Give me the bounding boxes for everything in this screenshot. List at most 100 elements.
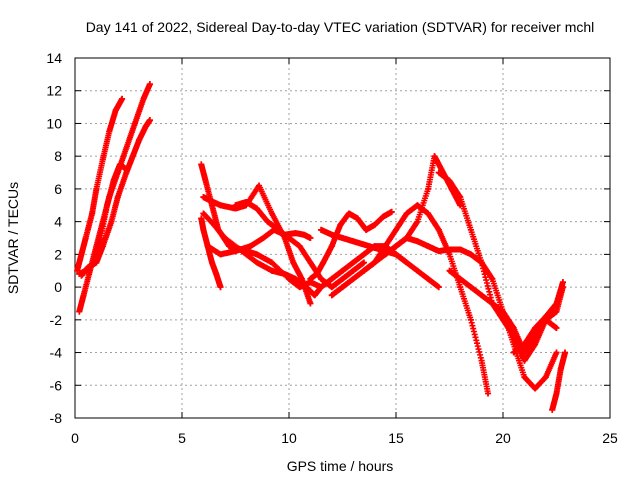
data-point — [211, 221, 218, 228]
y-tick-label: -6 — [50, 377, 63, 393]
data-point — [91, 259, 98, 266]
data-point — [435, 169, 442, 176]
data-point — [339, 235, 346, 241]
data-point — [243, 199, 250, 205]
series-sat-s — [549, 349, 569, 413]
data-point — [268, 267, 275, 274]
data-point — [286, 235, 292, 241]
data-point — [74, 267, 81, 274]
data-point — [553, 325, 560, 331]
data-point — [114, 194, 121, 201]
data-point — [393, 226, 399, 233]
data-point — [123, 145, 130, 151]
y-tick-label: 8 — [54, 148, 62, 164]
data-point — [403, 259, 410, 266]
data-point — [489, 275, 496, 282]
data-point — [521, 341, 528, 348]
chart-title: Day 141 of 2022, Sidereal Day-to-day VTE… — [86, 19, 595, 35]
data-point — [328, 243, 335, 250]
data-point — [339, 267, 346, 274]
data-point — [264, 218, 271, 225]
data-point — [108, 218, 115, 225]
data-point — [198, 161, 205, 168]
y-tick-label: -2 — [50, 312, 63, 328]
data-point — [146, 117, 153, 124]
data-point — [142, 123, 149, 130]
data-point — [562, 349, 569, 356]
data-point — [371, 259, 378, 266]
data-point — [253, 259, 260, 266]
data-point — [500, 308, 506, 315]
data-point — [290, 259, 297, 266]
data-point — [318, 226, 325, 233]
data-point — [247, 243, 254, 250]
data-point — [131, 120, 138, 127]
data-point — [112, 107, 119, 114]
data-point — [206, 197, 213, 204]
data-point — [457, 194, 464, 201]
data-point — [549, 406, 556, 413]
data-point — [414, 202, 421, 209]
data-point — [532, 341, 539, 348]
series-sat-k — [307, 208, 395, 282]
x-tick-label: 0 — [71, 430, 79, 446]
data-point — [425, 185, 432, 192]
data-point — [303, 284, 310, 291]
data-point — [425, 275, 432, 282]
data-point — [467, 251, 474, 258]
data-point — [307, 235, 314, 241]
data-point — [232, 202, 239, 209]
data-point — [414, 267, 421, 274]
data-point — [281, 271, 288, 277]
x-tick-label: 5 — [178, 430, 186, 446]
data-point — [76, 271, 83, 277]
series-sat-n — [360, 202, 492, 397]
data-point — [403, 210, 410, 217]
data-point — [414, 218, 421, 225]
data-point — [425, 243, 432, 250]
data-point — [82, 267, 89, 274]
data-points — [74, 81, 569, 413]
data-point — [431, 153, 438, 160]
y-tick-label: 0 — [54, 279, 62, 295]
data-point — [371, 221, 378, 228]
data-point — [208, 259, 215, 266]
data-point — [260, 235, 267, 241]
series-sat-l — [318, 226, 442, 291]
data-point — [217, 284, 224, 291]
data-point — [307, 300, 314, 307]
x-tick-label: 10 — [281, 430, 297, 446]
data-point — [457, 275, 464, 282]
data-point — [318, 275, 325, 282]
data-point — [123, 166, 130, 173]
y-tick-label: 10 — [46, 115, 62, 131]
series-sat-d — [76, 161, 130, 277]
data-point — [532, 325, 539, 331]
plot-frame — [74, 57, 611, 419]
data-point — [435, 284, 442, 291]
y-tick-label: 12 — [46, 83, 62, 99]
data-point — [553, 308, 560, 315]
data-point — [457, 246, 464, 253]
data-point — [307, 259, 314, 266]
data-point — [457, 284, 464, 291]
data-point — [213, 271, 220, 277]
data-point — [275, 226, 282, 233]
data-point — [403, 235, 410, 241]
y-tick-label: 14 — [46, 50, 62, 66]
data-point — [320, 259, 327, 266]
data-point — [360, 259, 367, 266]
data-point — [553, 390, 560, 397]
series-sat-j — [232, 199, 367, 291]
data-point — [521, 374, 528, 381]
data-point — [532, 385, 539, 392]
data-point — [268, 210, 275, 217]
series-sat-a — [74, 95, 126, 274]
data-point — [478, 259, 485, 266]
x-tick-label: 20 — [495, 430, 511, 446]
data-point — [106, 128, 113, 135]
data-point — [360, 241, 367, 248]
data-point — [200, 194, 207, 201]
data-point — [350, 238, 357, 245]
data-point — [99, 156, 106, 163]
